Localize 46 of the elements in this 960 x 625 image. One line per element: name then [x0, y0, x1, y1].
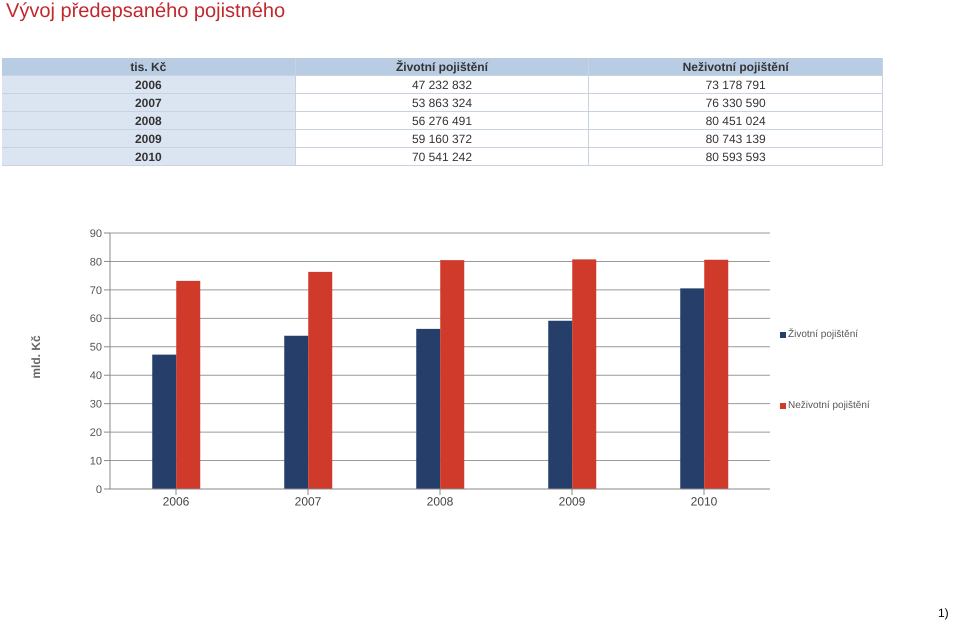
data-label: 80 743 139 — [588, 130, 882, 148]
y-tick-label: 2009 — [2, 130, 296, 148]
data-label: 70 541 242 — [295, 148, 589, 166]
bar — [284, 336, 308, 489]
bar — [176, 280, 200, 489]
data-label: 73 178 791 — [588, 76, 882, 94]
data-label: 47 232 832 — [295, 76, 589, 94]
legend-label: Životní pojištění — [788, 329, 858, 340]
data-label: 56 276 491 — [295, 112, 589, 130]
y-tick-label: 80 — [90, 256, 102, 268]
data-label: 80 451 024 — [588, 112, 882, 130]
x-tick-label: 2009 — [558, 494, 586, 509]
y-tick-label: 30 — [90, 398, 102, 411]
bar — [152, 354, 176, 489]
x-tick-label: 2006 — [162, 494, 190, 509]
text: tis. Kč — [2, 58, 296, 76]
bar — [704, 260, 728, 489]
x-tick-label: 2010 — [690, 494, 718, 509]
data-label: 53 863 324 — [295, 94, 589, 112]
y-tick-label: 40 — [90, 370, 102, 382]
bar — [416, 328, 440, 489]
y-tick-label: 2006 — [2, 76, 296, 94]
y-tick-label: 20 — [90, 427, 102, 440]
y-tick-label: 90 — [90, 228, 102, 240]
bar — [680, 288, 704, 489]
y-tick-label: 70 — [90, 284, 102, 297]
y-tick-label: 60 — [90, 313, 102, 326]
x-tick-label: 2007 — [294, 494, 322, 509]
text: 1) — [938, 606, 949, 620]
bar — [440, 260, 464, 489]
bar — [548, 320, 572, 489]
y-tick-label: 50 — [90, 342, 102, 354]
data-label: 76 330 590 — [588, 94, 882, 112]
y-tick-label: 2007 — [2, 94, 296, 112]
data-label: 59 160 372 — [295, 130, 589, 148]
x-tick-label: 2008 — [426, 494, 454, 509]
y-tick-label: 10 — [90, 455, 102, 468]
bar — [572, 259, 596, 489]
y-tick-label: 0 — [96, 484, 102, 496]
y-tick-label: 2010 — [2, 148, 296, 166]
chart-title: Vývoj předepsaného pojistného — [6, 0, 286, 23]
data-label: 80 593 593 — [588, 148, 882, 166]
y-tick-label: 2008 — [2, 112, 296, 130]
bar — [308, 272, 332, 489]
legend-label: Neživotní pojištění — [788, 400, 870, 411]
y-axis-title: mld. Kč — [29, 334, 43, 381]
